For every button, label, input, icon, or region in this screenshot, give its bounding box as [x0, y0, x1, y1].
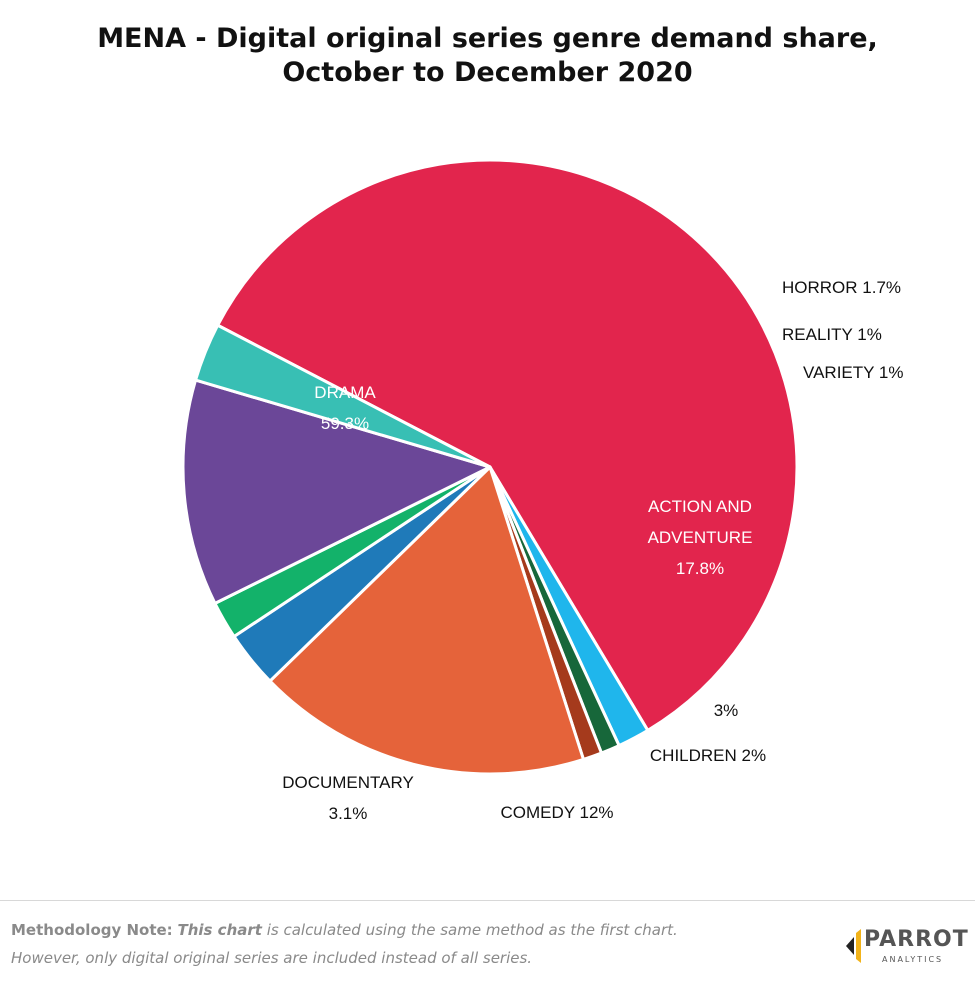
pie-label-documentary: DOCUMENTARY 3.1% — [282, 773, 414, 823]
pie-label-reality: REALITY 1% — [782, 325, 882, 344]
parrot-logo-icon — [846, 929, 861, 963]
pie-chart: DRAMA 59.3% HORROR 1.7% REALITY 1% VARIETY 1… — [181, 158, 903, 823]
pie-slice-action-and-adventure — [268, 465, 585, 776]
pie-slice-drama — [216, 158, 799, 732]
logo-name: PARROT — [864, 927, 969, 952]
pie-label-drama: DRAMA 59.3% — [314, 383, 376, 433]
pie-label-unnamed: 3% — [714, 701, 739, 720]
footer-divider — [0, 900, 975, 901]
pie-slice-documentary — [194, 323, 492, 469]
pie-label-children: CHILDREN 2% — [650, 746, 766, 765]
pie-slice-comedy — [181, 378, 492, 605]
chart-title-line2: October to December 2020 — [282, 57, 693, 88]
chart-title: MENA - Digital original series genre dem… — [0, 22, 975, 90]
pie-labels: DRAMA 59.3% HORROR 1.7% REALITY 1% VARIETY 1… — [282, 278, 903, 823]
methodology-note-emphasis: This chart — [177, 921, 262, 939]
methodology-note: Methodology Note: This chart is calculat… — [11, 916, 811, 972]
logo-subtitle: ANALYTICS — [882, 955, 944, 964]
chart-title-line1: MENA - Digital original series genre dem… — [97, 23, 878, 54]
pie-slices — [181, 158, 799, 776]
pie-label-variety: VARIETY 1% — [803, 363, 903, 382]
pie-label-action-and-adventure: ACTION AND ADVENTURE 17.8% — [648, 497, 753, 578]
pie-label-horror: HORROR 1.7% — [782, 278, 901, 297]
parrot-analytics-logo: PARROT ANALYTICS — [842, 927, 972, 967]
pie-label-comedy: COMEDY 12% — [500, 803, 613, 822]
methodology-note-text: is calculated using the same method as t… — [261, 921, 678, 939]
methodology-note-line2: However, only digital original series ar… — [11, 949, 533, 967]
methodology-note-label: Methodology Note: — [11, 921, 173, 939]
